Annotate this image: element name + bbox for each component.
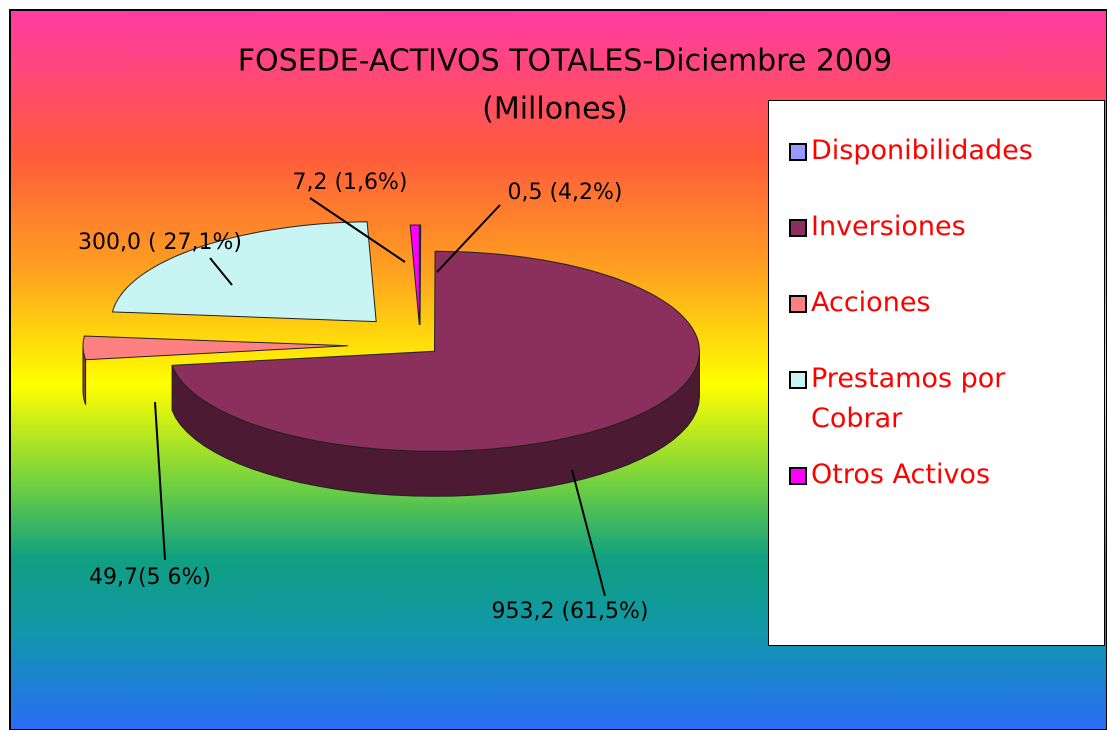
leader-line [436, 204, 501, 273]
data-label: 7,2 (1,6%) [292, 170, 407, 195]
legend: Disponibilidades Inversiones Acciones Prest… [768, 100, 1105, 646]
chart-title: FOSEDE-ACTIVOS TOTALES-Diciembre 2009 [238, 44, 892, 79]
legend-swatch [789, 295, 807, 313]
leader-line [571, 469, 606, 597]
leader-line [309, 197, 406, 263]
legend-label: Otros Activos [811, 459, 991, 490]
pie-slice [419, 224, 422, 326]
leader-line [154, 401, 166, 561]
data-label: 0,5 (4,2%) [507, 180, 622, 205]
pie-slice [171, 250, 701, 452]
data-label: 953,2 (61,5%) [491, 599, 648, 624]
pie-slice [111, 221, 377, 323]
legend-label: Acciones [811, 287, 931, 318]
chart-subtitle: (Millones) [482, 92, 628, 127]
pie-slice [409, 224, 420, 326]
legend-item: Otros Activos [789, 455, 1094, 495]
data-label: 49,7(5 6%) [89, 565, 211, 590]
data-label: 300,0 ( 27,1%) [78, 230, 242, 255]
legend-label: Disponibilidades [811, 135, 1033, 166]
legend-swatch [789, 143, 807, 161]
legend-item: Acciones [789, 283, 1094, 323]
legend-item: Prestamos por Cobrar [789, 359, 1094, 439]
legend-swatch [789, 219, 807, 237]
leader-line [209, 257, 233, 286]
pie-slice [82, 335, 349, 361]
legend-swatch [789, 371, 807, 389]
legend-label: Inversiones [811, 211, 966, 242]
legend-swatch [789, 467, 807, 485]
legend-item: Disponibilidades [789, 131, 1094, 171]
legend-item: Inversiones [789, 207, 1094, 247]
legend-label: Prestamos por Cobrar [811, 363, 1006, 434]
